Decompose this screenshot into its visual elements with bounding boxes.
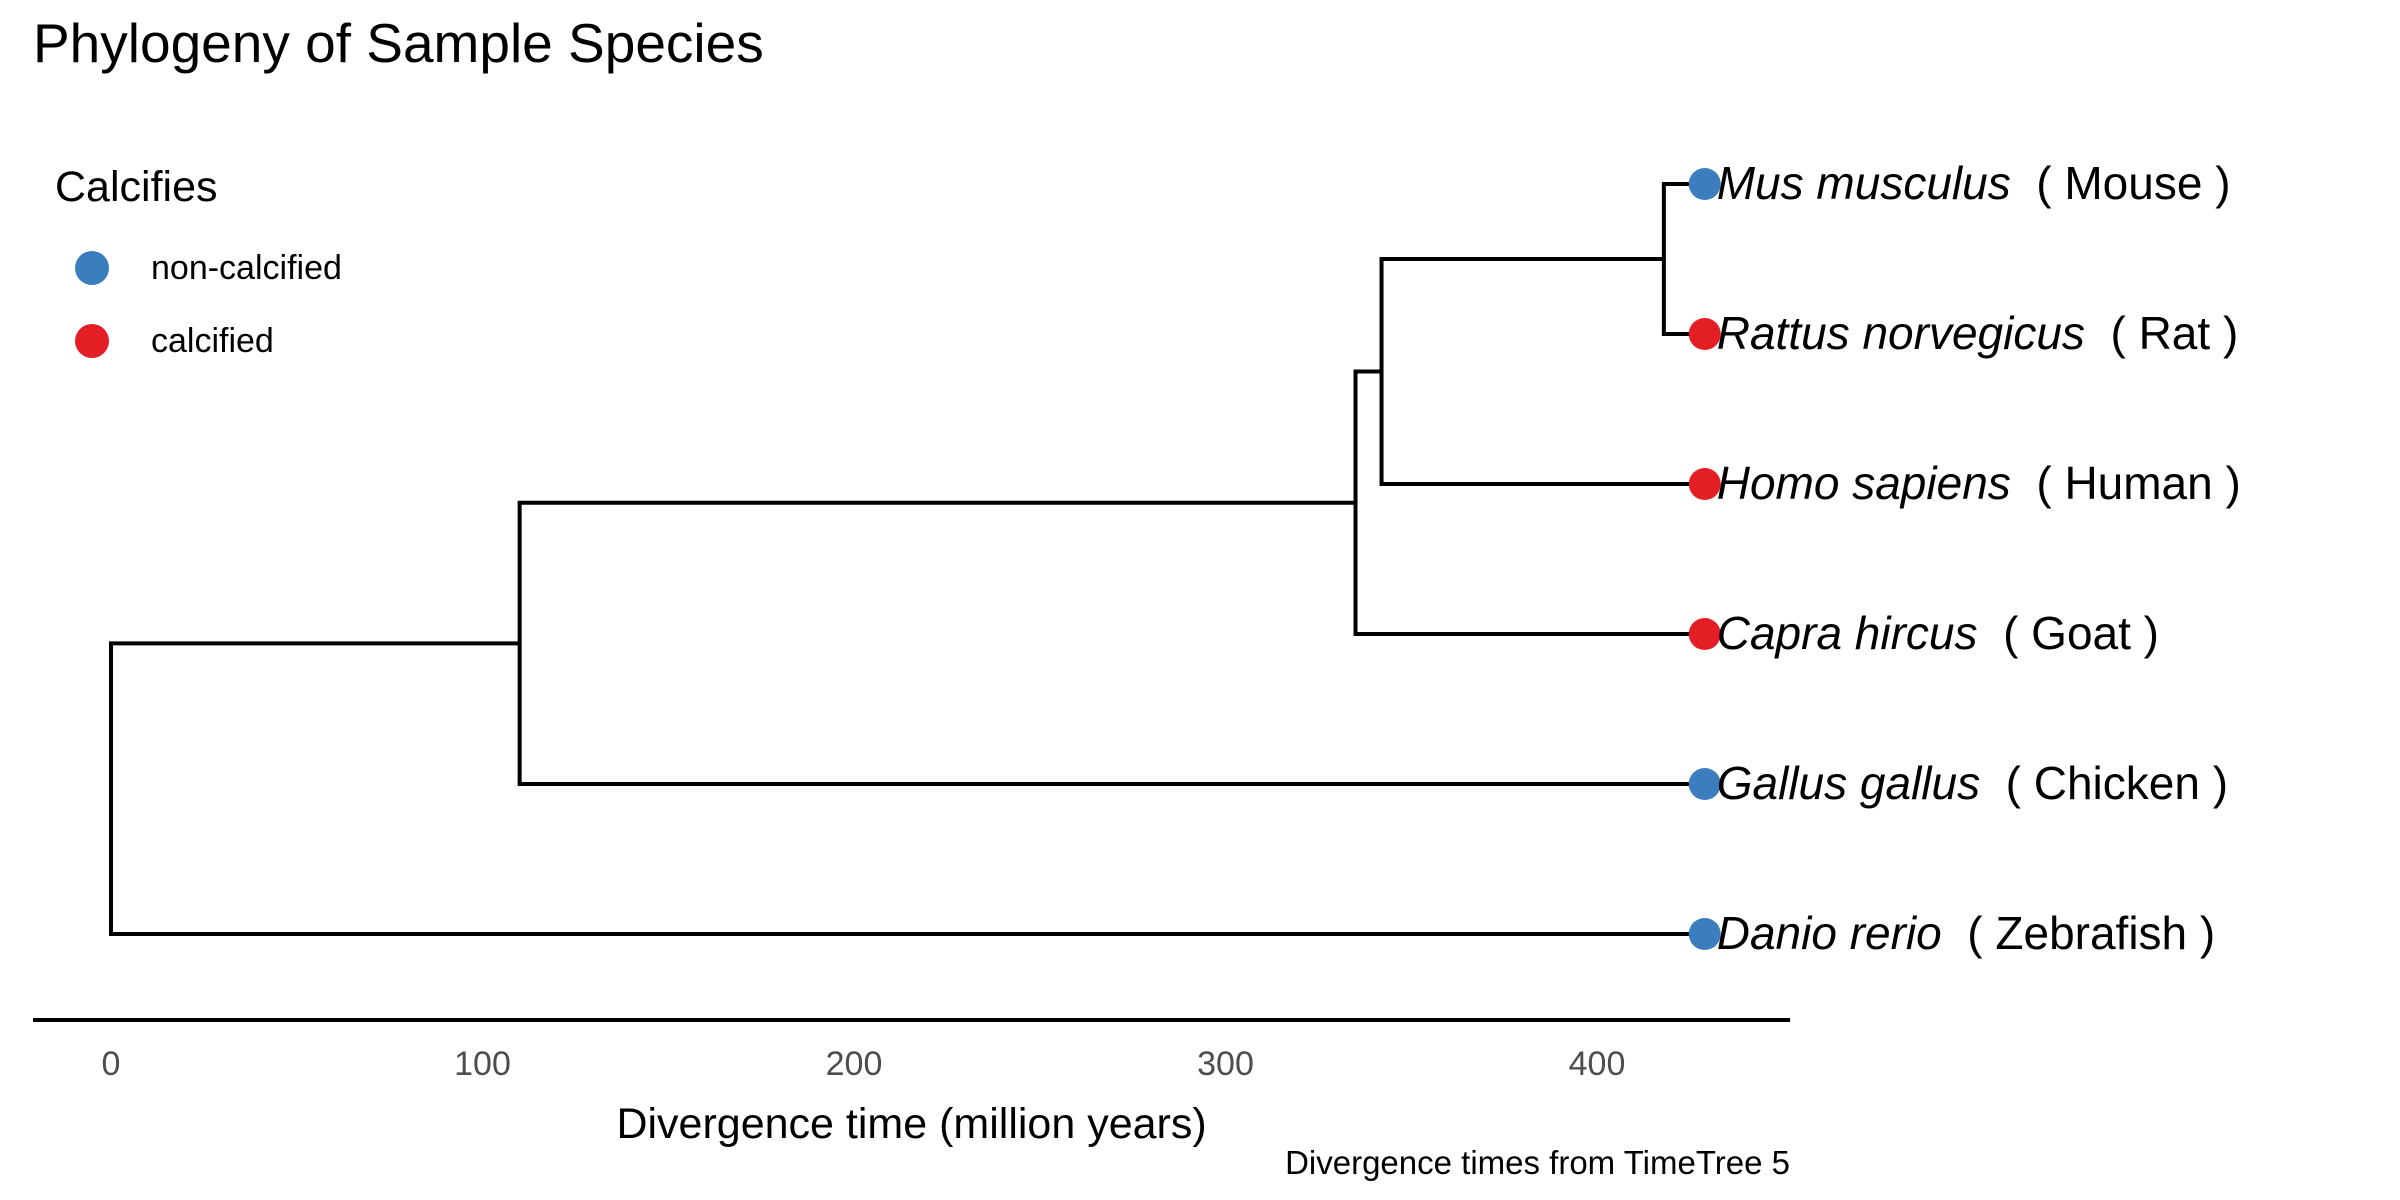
tip-point-5 bbox=[1688, 918, 1721, 950]
tip-label-0: Mus musculus ( Mouse ) bbox=[1717, 157, 2231, 209]
tip-species-name: Capra hircus bbox=[1717, 607, 1978, 659]
tip-point-3 bbox=[1688, 618, 1721, 650]
tip-label-1: Rattus norvegicus ( Rat ) bbox=[1717, 307, 2239, 359]
x-axis-title: Divergence time (million years) bbox=[616, 1100, 1206, 1148]
tip-label-2: Homo sapiens ( Human ) bbox=[1717, 457, 2241, 509]
tip-label-3: Capra hircus ( Goat ) bbox=[1717, 607, 2159, 659]
x-tick-label-200: 200 bbox=[826, 1045, 883, 1083]
legend-title: Calcifies bbox=[55, 163, 218, 211]
tip-species-name: Danio rerio bbox=[1717, 907, 1942, 959]
tip-label-5: Danio rerio ( Zebrafish ) bbox=[1717, 907, 2216, 959]
tip-common-name: ( Goat ) bbox=[1978, 607, 2159, 659]
tip-common-name: ( Chicken ) bbox=[1980, 757, 2228, 809]
legend-swatch-calcified bbox=[75, 324, 109, 358]
tip-label-4: Gallus gallus ( Chicken ) bbox=[1717, 757, 2228, 809]
tip-species-name: Gallus gallus bbox=[1717, 757, 1980, 809]
tip-common-name: ( Rat ) bbox=[2085, 307, 2238, 359]
legend-label-non-calcified: non-calcified bbox=[151, 249, 342, 287]
legend-label-calcified: calcified bbox=[151, 322, 274, 360]
tip-point-0 bbox=[1688, 168, 1721, 200]
tip-common-name: ( Zebrafish ) bbox=[1942, 907, 2216, 959]
caption: Divergence times from TimeTree 5 bbox=[1285, 1144, 1790, 1181]
tip-point-1 bbox=[1688, 318, 1721, 350]
x-tick-label-0: 0 bbox=[102, 1045, 121, 1083]
tip-species-name: Mus musculus bbox=[1717, 157, 2011, 209]
chart-title: Phylogeny of Sample Species bbox=[33, 12, 764, 74]
tip-common-name: ( Human ) bbox=[2011, 457, 2241, 509]
x-tick-label-400: 400 bbox=[1569, 1045, 1626, 1083]
tip-point-2 bbox=[1688, 468, 1721, 500]
tip-species-name: Rattus norvegicus bbox=[1717, 307, 2085, 359]
x-tick-label-100: 100 bbox=[454, 1045, 511, 1083]
legend-swatch-non-calcified bbox=[75, 251, 109, 285]
tip-point-4 bbox=[1688, 768, 1721, 800]
tip-common-name: ( Mouse ) bbox=[2011, 157, 2231, 209]
tip-species-name: Homo sapiens bbox=[1717, 457, 2011, 509]
x-tick-label-300: 300 bbox=[1197, 1045, 1254, 1083]
